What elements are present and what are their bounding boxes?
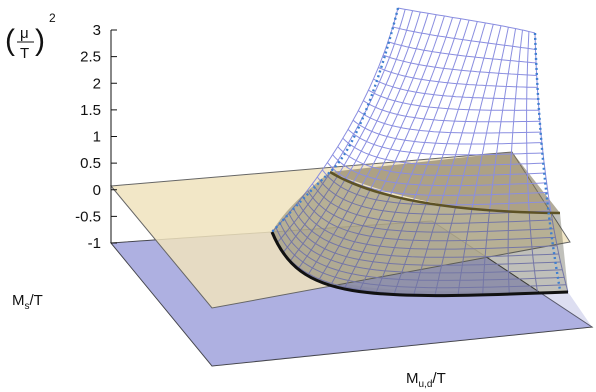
mesh-line-v xyxy=(302,196,556,242)
z-tick-label: 1 xyxy=(93,129,101,146)
ms-label-sub: s xyxy=(25,301,30,312)
ms-axis-label: Ms/T xyxy=(12,292,43,312)
z-tick-label: -1 xyxy=(88,235,101,252)
mesh-line-v xyxy=(352,119,542,145)
z-tick-label: 3 xyxy=(93,22,101,39)
mesh-line-v xyxy=(368,89,539,111)
mud-axis-label: Mu,d/T xyxy=(406,370,446,390)
z-tick-label: 0 xyxy=(93,182,101,199)
z-tick-label: 2.5 xyxy=(80,49,101,66)
z-tick-label: 0.5 xyxy=(80,155,101,172)
mesh-line-v xyxy=(307,190,554,233)
mesh-line-v xyxy=(397,7,536,34)
z-tick-label: -0.5 xyxy=(75,208,101,225)
mesh-line-v xyxy=(358,110,541,134)
z-label-close-paren: ) xyxy=(35,24,45,57)
z-tick-label: 1.5 xyxy=(80,102,101,119)
mesh-line-v xyxy=(322,169,550,206)
ms-label-main: M xyxy=(12,292,25,309)
z-label-numerator: μ xyxy=(20,25,29,42)
z-label-open-paren: ( xyxy=(5,24,15,57)
mesh-line-v xyxy=(378,67,538,88)
mesh-line-v xyxy=(392,26,536,50)
contour-zero xyxy=(329,170,561,215)
surface-boundary-right xyxy=(533,32,562,291)
mesh-line-v xyxy=(332,154,547,187)
mud-label-main: M xyxy=(406,370,419,387)
mesh-surface xyxy=(271,7,569,296)
z-label-power: 2 xyxy=(49,11,56,25)
mesh-line-v xyxy=(297,202,558,250)
z-tick-label: 2 xyxy=(93,75,101,92)
mesh-line-v xyxy=(337,146,546,177)
mesh-line-v xyxy=(363,100,540,123)
mesh-line-v xyxy=(288,213,561,266)
surface-boundary-left xyxy=(271,7,400,233)
mesh-line-v xyxy=(275,227,567,289)
mesh-line-v xyxy=(383,54,537,76)
mesh-line-v xyxy=(373,78,539,100)
mesh-line-v xyxy=(342,137,545,166)
mud-label-sub: u,d xyxy=(419,379,433,390)
ms-label-suffix: /T xyxy=(30,292,43,309)
mesh-line-v xyxy=(316,176,551,215)
contour-minus-one xyxy=(270,231,569,298)
z-axis-ticks: 3 2.5 2 1.5 1 0.5 0 -0.5 -1 xyxy=(75,22,117,252)
mesh-line-v xyxy=(311,183,553,224)
mud-label-suffix: /T xyxy=(432,370,445,387)
mesh-line-v xyxy=(279,222,565,281)
mesh-line-v xyxy=(327,162,549,196)
mesh-line-v xyxy=(387,41,537,64)
mesh-line-v xyxy=(283,218,563,274)
mesh-line-v xyxy=(347,129,544,156)
z-axis-label: ( μ T ) 2 xyxy=(5,11,56,62)
mesh-line-v xyxy=(292,207,559,258)
z-label-denominator: T xyxy=(20,45,29,62)
surface-below-zero-shading xyxy=(272,172,568,296)
zero-plane-covered-region xyxy=(330,152,560,214)
